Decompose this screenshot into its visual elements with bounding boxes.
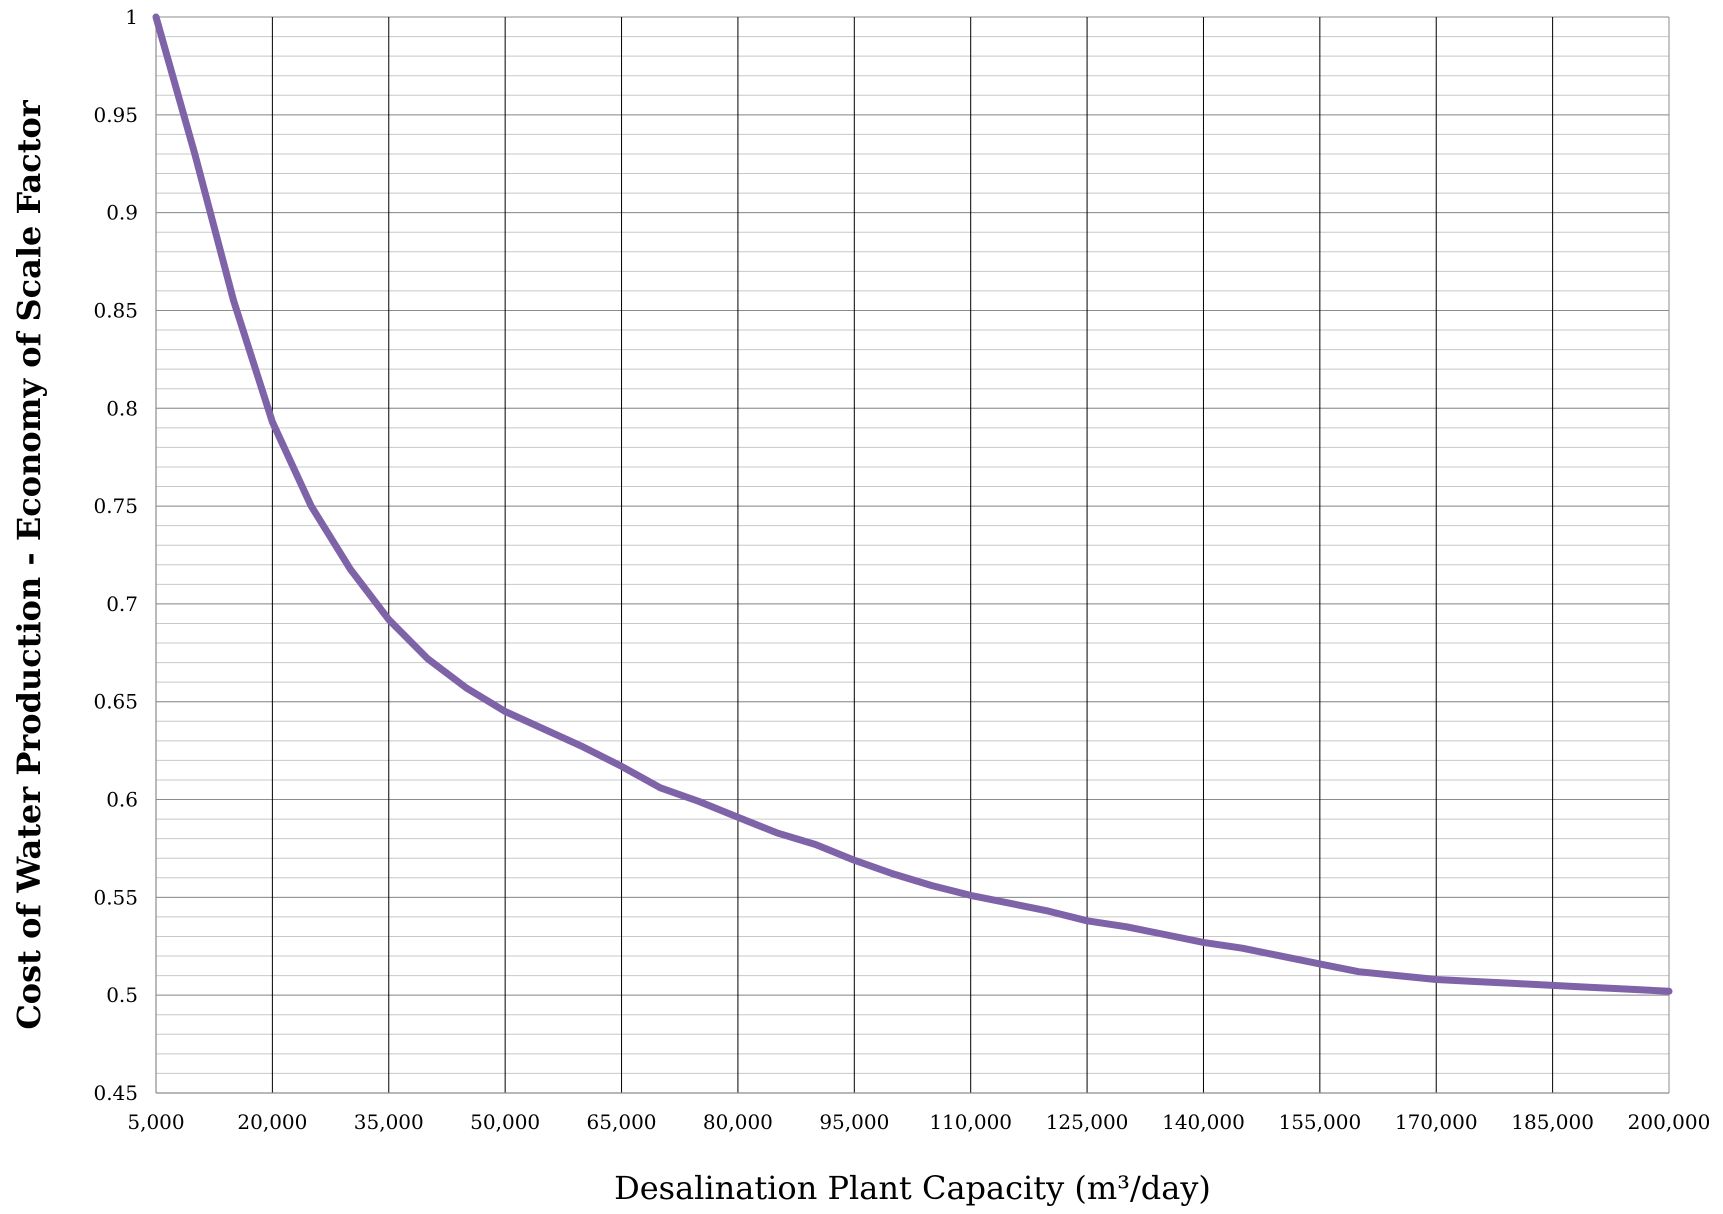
- x-axis-title: Desalination Plant Capacity (m³/day): [614, 1169, 1211, 1207]
- x-tick-label: 95,000: [819, 1110, 889, 1134]
- x-tick-label: 50,000: [470, 1110, 540, 1134]
- x-tick-label: 200,000: [1628, 1110, 1711, 1134]
- x-tick-label: 65,000: [587, 1110, 657, 1134]
- x-tick-label: 5,000: [127, 1110, 184, 1134]
- series-line: [152, 13, 1673, 995]
- y-tick-labels: 0.45 0.5 0.55 0.6 0.65 0.7 0.75 0.8 0.85 0.9 0.95 1: [93, 5, 138, 1105]
- major-gridlines: [155, 16, 1670, 1094]
- y-tick-label: 0.55: [93, 885, 138, 909]
- x-tick-label: 80,000: [703, 1110, 773, 1134]
- y-tick-label: 0.9: [106, 201, 138, 225]
- series-layer: [152, 13, 1673, 995]
- x-tick-label: 170,000: [1395, 1110, 1478, 1134]
- y-axis-title: Cost of Water Production - Economy of Sc…: [10, 99, 48, 1030]
- y-tick-label: 0.75: [93, 494, 138, 518]
- x-tick-label: 110,000: [929, 1110, 1012, 1134]
- y-tick-label: 0.65: [93, 690, 138, 714]
- x-tick-label: 35,000: [354, 1110, 424, 1134]
- x-tick-label: 20,000: [237, 1110, 307, 1134]
- x-tick-label: 155,000: [1278, 1110, 1361, 1134]
- x-tick-labels: 5,000 20,000 35,000 50,000 65,000 80,000 95,00…: [127, 1110, 1710, 1134]
- y-tick-label: 0.45: [93, 1081, 138, 1105]
- y-tick-label: 0.95: [93, 103, 138, 127]
- y-tick-label: 0.6: [106, 788, 138, 812]
- y-tick-label: 0.7: [106, 592, 138, 616]
- x-tick-label: 185,000: [1511, 1110, 1594, 1134]
- y-tick-label: 0.8: [106, 396, 138, 420]
- y-tick-label: 0.5: [106, 983, 138, 1007]
- y-tick-label: 0.85: [93, 298, 138, 322]
- x-tick-label: 125,000: [1046, 1110, 1129, 1134]
- y-tick-label: 1: [125, 5, 138, 29]
- x-tick-label: 140,000: [1162, 1110, 1245, 1134]
